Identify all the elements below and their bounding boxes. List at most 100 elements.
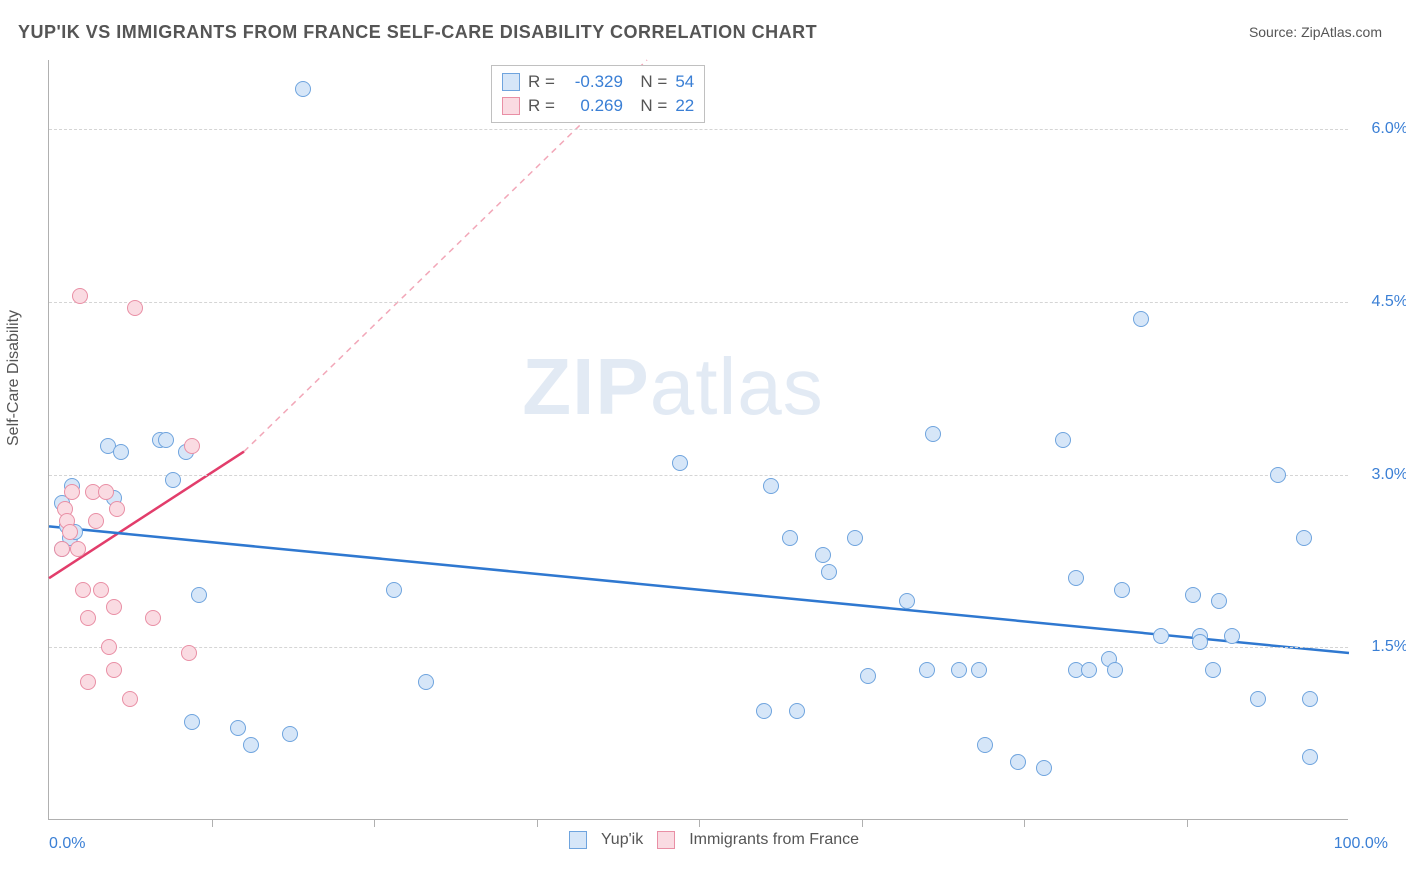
data-point: [1250, 691, 1266, 707]
data-point: [1133, 311, 1149, 327]
data-point: [295, 81, 311, 97]
data-point: [243, 737, 259, 753]
data-point: [756, 703, 772, 719]
data-point: [80, 610, 96, 626]
data-point: [93, 582, 109, 598]
legend-row: R = -0.329 N = 54: [502, 70, 694, 94]
legend-n-label: N =: [631, 72, 667, 92]
x-tick: [1024, 819, 1025, 827]
gridline-h: [49, 129, 1348, 130]
data-point: [951, 662, 967, 678]
data-point: [72, 288, 88, 304]
watermark: ZIPatlas: [522, 341, 823, 433]
data-point: [191, 587, 207, 603]
x-tick: [699, 819, 700, 827]
data-point: [127, 300, 143, 316]
source-name: ZipAtlas.com: [1301, 24, 1382, 40]
data-point: [1081, 662, 1097, 678]
legend-swatch: [502, 97, 520, 115]
data-point: [158, 432, 174, 448]
data-point: [1302, 691, 1318, 707]
legend-r-value: 0.269: [563, 96, 623, 116]
data-point: [1153, 628, 1169, 644]
watermark-bold: ZIP: [522, 342, 649, 431]
data-point: [54, 541, 70, 557]
source-attribution: Source: ZipAtlas.com: [1249, 24, 1382, 40]
legend-n-value: 22: [675, 96, 694, 116]
data-point: [88, 513, 104, 529]
series-legend: Yup'ik Immigrants from France: [569, 831, 859, 849]
data-point: [1205, 662, 1221, 678]
data-point: [230, 720, 246, 736]
data-point: [1055, 432, 1071, 448]
data-point: [418, 674, 434, 690]
y-tick-label: 6.0%: [1372, 120, 1406, 138]
source-prefix: Source:: [1249, 24, 1301, 40]
x-tick: [374, 819, 375, 827]
legend-swatch: [502, 73, 520, 91]
legend-r-value: -0.329: [563, 72, 623, 92]
y-tick-label: 4.5%: [1372, 293, 1406, 311]
data-point: [386, 582, 402, 598]
trend-lines-layer: [49, 60, 1348, 819]
y-tick-label: 1.5%: [1372, 638, 1406, 656]
legend-series-name: Immigrants from France: [689, 831, 859, 849]
data-point: [1270, 467, 1286, 483]
x-tick: [212, 819, 213, 827]
data-point: [925, 426, 941, 442]
data-point: [1010, 754, 1026, 770]
legend-n-label: N =: [631, 96, 667, 116]
legend-series-name: Yup'ik: [601, 831, 643, 849]
data-point: [977, 737, 993, 753]
data-point: [165, 472, 181, 488]
data-point: [1224, 628, 1240, 644]
data-point: [181, 645, 197, 661]
data-point: [789, 703, 805, 719]
data-point: [1036, 760, 1052, 776]
data-point: [109, 501, 125, 517]
data-point: [184, 438, 200, 454]
data-point: [847, 530, 863, 546]
data-point: [145, 610, 161, 626]
data-point: [122, 691, 138, 707]
data-point: [821, 564, 837, 580]
data-point: [1192, 634, 1208, 650]
chart-title: YUP'IK VS IMMIGRANTS FROM FRANCE SELF-CA…: [18, 22, 817, 43]
data-point: [1107, 662, 1123, 678]
data-point: [64, 484, 80, 500]
data-point: [75, 582, 91, 598]
y-axis-title: Self-Care Disability: [5, 310, 23, 446]
data-point: [782, 530, 798, 546]
data-point: [899, 593, 915, 609]
data-point: [80, 674, 96, 690]
data-point: [106, 662, 122, 678]
data-point: [1068, 570, 1084, 586]
data-point: [106, 599, 122, 615]
data-point: [1185, 587, 1201, 603]
data-point: [70, 541, 86, 557]
watermark-light: atlas: [650, 342, 824, 431]
correlation-legend: R = -0.329 N = 54R = 0.269 N = 22: [491, 65, 705, 123]
data-point: [860, 668, 876, 684]
x-axis-max-label: 100.0%: [1334, 835, 1388, 853]
data-point: [672, 455, 688, 471]
data-point: [1114, 582, 1130, 598]
gridline-h: [49, 647, 1348, 648]
legend-swatch: [657, 831, 675, 849]
data-point: [1211, 593, 1227, 609]
data-point: [184, 714, 200, 730]
data-point: [763, 478, 779, 494]
data-point: [98, 484, 114, 500]
data-point: [971, 662, 987, 678]
legend-r-label: R =: [528, 96, 555, 116]
y-tick-label: 3.0%: [1372, 466, 1406, 484]
legend-swatch: [569, 831, 587, 849]
legend-n-value: 54: [675, 72, 694, 92]
data-point: [282, 726, 298, 742]
data-point: [101, 639, 117, 655]
trend-line: [49, 452, 244, 579]
x-tick: [862, 819, 863, 827]
legend-r-label: R =: [528, 72, 555, 92]
x-axis-min-label: 0.0%: [49, 835, 85, 853]
data-point: [1302, 749, 1318, 765]
